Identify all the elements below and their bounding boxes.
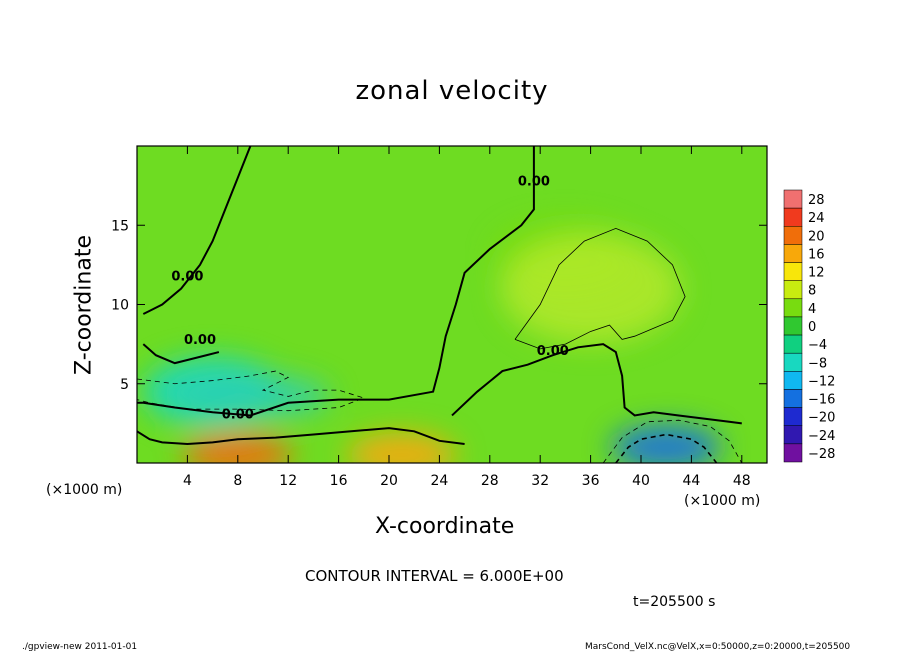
negative-contour-0 <box>137 370 366 412</box>
velocity-field <box>142 221 722 463</box>
zero-contour-1 <box>142 146 252 315</box>
x-tick-label: 8 <box>233 473 242 489</box>
colorbar-label: −12 <box>808 374 835 389</box>
field-positive-region <box>500 233 681 344</box>
contour-label: 0.00 <box>222 408 254 423</box>
field-extremum-2 <box>611 425 722 463</box>
colorbar-label: −28 <box>808 447 835 462</box>
colorbar-label: 16 <box>808 247 825 262</box>
x-tick-label: 20 <box>380 473 398 489</box>
colorbar-label: 24 <box>808 211 825 226</box>
x-tick-label: 40 <box>632 473 650 489</box>
colorbar-label: −4 <box>808 338 827 353</box>
y-tick-label: 15 <box>111 218 129 234</box>
colorbar-swatch <box>783 207 803 227</box>
x-tick-label: 48 <box>733 473 751 489</box>
colorbar-swatch <box>783 407 803 426</box>
zero-contour-4 <box>451 343 742 425</box>
colorbar-label: 28 <box>808 193 825 208</box>
time-label: t=205500 s <box>633 594 716 610</box>
x-tick-label: 16 <box>330 473 348 489</box>
colorbar-swatch <box>783 189 803 209</box>
colorbar-swatch <box>783 334 803 354</box>
colorbar-swatch <box>783 352 803 372</box>
colorbar-label: 4 <box>808 302 816 317</box>
chart-title: zonal velocity <box>355 76 549 106</box>
x-tick-label: 12 <box>279 473 297 489</box>
colorbar-label: 12 <box>808 266 825 281</box>
x-tick-label: 32 <box>531 473 549 489</box>
field-extremum-1 <box>346 433 457 463</box>
positive-contour <box>514 227 686 350</box>
contour-label: 0.00 <box>518 175 550 190</box>
zero-contour-3 <box>137 427 465 445</box>
colorbar-label: −20 <box>808 411 835 426</box>
field-negative-band <box>170 374 331 419</box>
x-unit-label-left: (×1000 m) <box>46 482 123 498</box>
colorbar-swatch <box>783 443 803 463</box>
contour-label: 0.00 <box>184 333 216 348</box>
zero-contour-0 <box>137 146 535 417</box>
y-tick-label: 5 <box>120 377 129 393</box>
field-extremum-0 <box>182 433 293 463</box>
negative-contour-1 <box>615 433 718 463</box>
x-unit-label-right: (×1000 m) <box>684 493 761 509</box>
footer-program-info: ./gpview-new 2011-01-01 <box>22 642 138 652</box>
x-tick-label: 24 <box>430 473 448 489</box>
contour-interval-note: CONTOUR INTERVAL = 6.000E+00 <box>305 567 564 585</box>
zero-contour-2 <box>142 343 220 365</box>
colorbar-label: −8 <box>808 356 827 371</box>
colorbar-label: −16 <box>808 393 835 408</box>
x-tick-label: 36 <box>582 473 600 489</box>
x-tick-label: 4 <box>183 473 192 489</box>
colorbar-label: 8 <box>808 284 816 299</box>
colorbar-label: 0 <box>808 320 816 335</box>
colorbar-label: 20 <box>808 229 825 244</box>
colorbar-swatch <box>783 244 803 263</box>
colorbar-swatch <box>783 262 803 281</box>
colorbar: 28 24 20 16 12 8 4 0 −4 −8 −12 −16 −20 −24 −28 <box>783 189 835 463</box>
contour-label: 0.00 <box>171 270 203 285</box>
y-tick-label: 10 <box>111 298 129 314</box>
colorbar-label: −24 <box>808 429 835 444</box>
x-tick-label: 28 <box>481 473 499 489</box>
colorbar-swatch <box>783 316 803 336</box>
plot-area: 0.00 0.00 0.00 0.00 0.00 <box>137 146 767 463</box>
contour-lines: 0.00 0.00 0.00 0.00 0.00 <box>137 146 743 463</box>
colorbar-swatch <box>783 298 803 318</box>
x-axis-label: X-coordinate <box>375 514 515 539</box>
footer-data-source: MarsCond_VelX.nc@VelX,x=0:50000,z=0:2000… <box>585 642 851 652</box>
colorbar-swatch <box>783 425 803 445</box>
negative-contour-2 <box>602 419 743 463</box>
colorbar-swatch <box>783 280 803 300</box>
colorbar-swatch <box>783 371 803 390</box>
colorbar-swatch <box>783 226 803 245</box>
contour-label: 0.00 <box>537 344 569 359</box>
x-tick-label: 44 <box>682 473 700 489</box>
colorbar-swatch <box>783 389 803 408</box>
